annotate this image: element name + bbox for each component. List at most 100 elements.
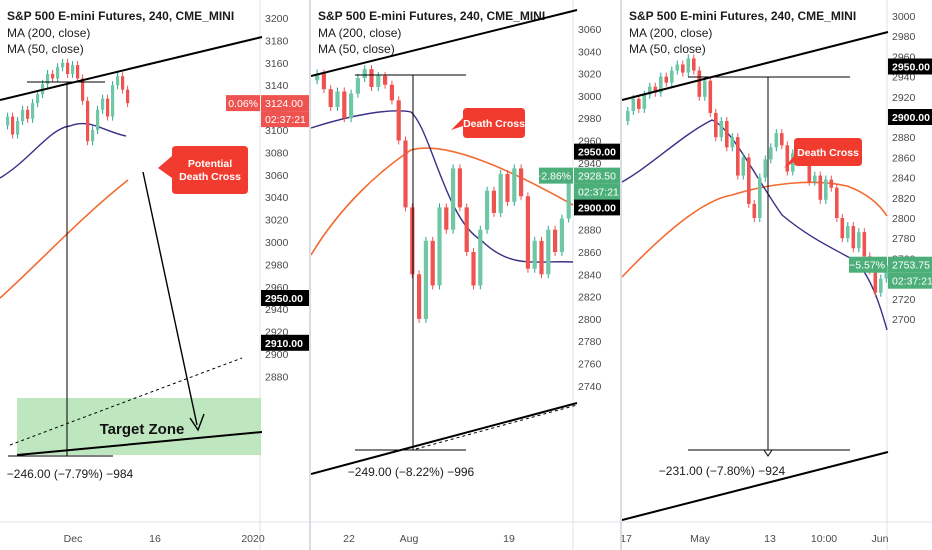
x-tick-label: May	[690, 533, 711, 545]
y-tick-label: 3040	[265, 192, 289, 204]
y-tick-label: 2860	[892, 152, 916, 164]
y-tick-label: 3080	[265, 147, 289, 159]
price-change-badge	[849, 256, 887, 273]
candle	[747, 157, 751, 204]
y-tick-label: 2860	[578, 247, 602, 259]
y-tick-label: 3060	[265, 170, 289, 182]
callout-text: Death Cross	[797, 147, 859, 159]
candle	[321, 73, 326, 90]
candle	[485, 190, 490, 230]
y-tick-label: 3000	[578, 91, 602, 103]
candle	[840, 218, 845, 239]
price-change-label: −5.57%	[849, 260, 885, 272]
candle	[697, 70, 702, 97]
y-tick-label: 2880	[578, 225, 602, 237]
candle	[355, 78, 360, 94]
price-level-label: 2900.00	[892, 112, 930, 124]
candle	[758, 177, 762, 218]
ma200-line	[311, 147, 574, 256]
candle	[71, 65, 75, 74]
candle	[121, 76, 125, 90]
candle	[389, 84, 394, 101]
price-level-label: 2950.00	[892, 62, 930, 74]
candle	[659, 76, 663, 93]
x-tick-label: 2020	[241, 533, 265, 545]
x-tick-label: Jun	[872, 533, 889, 545]
candle	[76, 65, 80, 79]
y-tick-label: 3180	[265, 35, 289, 47]
candle	[51, 74, 55, 79]
y-tick-label: 2880	[265, 371, 289, 383]
candle	[444, 207, 449, 230]
measure-arrow	[763, 449, 773, 457]
trendline-lower	[311, 402, 578, 475]
candle	[539, 240, 544, 275]
price-value-label: 2928.50	[578, 171, 616, 183]
trendline-upper	[311, 9, 578, 77]
price-level-badge	[574, 199, 620, 216]
candle	[681, 64, 685, 73]
candle	[835, 187, 839, 218]
price-value-badge	[574, 167, 620, 184]
y-tick-label: 2840	[892, 173, 916, 185]
candle	[664, 76, 669, 83]
candle	[879, 278, 883, 293]
callout-text: Potential	[188, 158, 232, 170]
candle	[642, 94, 647, 109]
price-value-badge	[888, 256, 932, 273]
candle	[730, 137, 735, 148]
chart-title: S&P 500 E-mini Futures, 240, CME_MINI	[7, 9, 234, 23]
candle	[714, 112, 718, 138]
candle	[471, 252, 476, 286]
x-tick-label: 22	[343, 533, 355, 545]
y-tick-label: 2820	[578, 292, 602, 304]
candle	[626, 110, 630, 122]
candle	[61, 62, 65, 68]
candle	[21, 109, 25, 122]
candle	[464, 207, 469, 252]
y-tick-label: 2980	[892, 31, 916, 43]
y-tick-label: 2800	[892, 213, 916, 225]
countdown-badge	[261, 111, 309, 128]
candle	[437, 207, 442, 286]
x-tick-label: 13	[764, 533, 776, 545]
candle	[741, 157, 746, 176]
candle	[96, 109, 100, 130]
countdown-label: 02:37:21	[892, 276, 932, 288]
price-change-badge	[539, 167, 573, 184]
countdown-label: 02:37:21	[578, 187, 619, 199]
target-zone-label: Target Zone	[100, 421, 185, 438]
legend-entry: MA (50, close)	[318, 42, 395, 56]
candle	[763, 159, 768, 178]
candle	[417, 274, 422, 319]
price-level-label: 2950.00	[578, 147, 616, 159]
callout-box	[158, 146, 248, 194]
y-tick-label: 2940	[892, 72, 916, 84]
callout-box	[784, 138, 862, 168]
countdown-label: 02:37:21	[265, 114, 306, 126]
candle	[857, 232, 861, 249]
candle	[26, 109, 30, 119]
candle	[653, 86, 658, 93]
candle	[675, 64, 680, 71]
candle	[362, 69, 367, 79]
candle	[369, 69, 374, 87]
candle	[846, 226, 850, 239]
candle	[862, 232, 867, 257]
candle	[36, 94, 40, 104]
candle	[780, 133, 784, 146]
trendline-upper	[622, 31, 889, 101]
candle	[719, 121, 724, 138]
price-value-label: 3124.00	[265, 98, 303, 110]
y-tick-label: 2980	[578, 113, 602, 125]
x-tick-label: Aug	[400, 533, 419, 545]
y-tick-label: 3000	[265, 237, 289, 249]
trendline-dashed	[415, 404, 578, 450]
candle	[46, 74, 50, 85]
measure-label: −246.00 (−7.79%) −984	[7, 467, 134, 481]
candle	[11, 116, 15, 135]
price-level-badge	[261, 290, 309, 306]
panel-divider	[309, 0, 311, 550]
x-tick-label: 16	[149, 533, 161, 545]
